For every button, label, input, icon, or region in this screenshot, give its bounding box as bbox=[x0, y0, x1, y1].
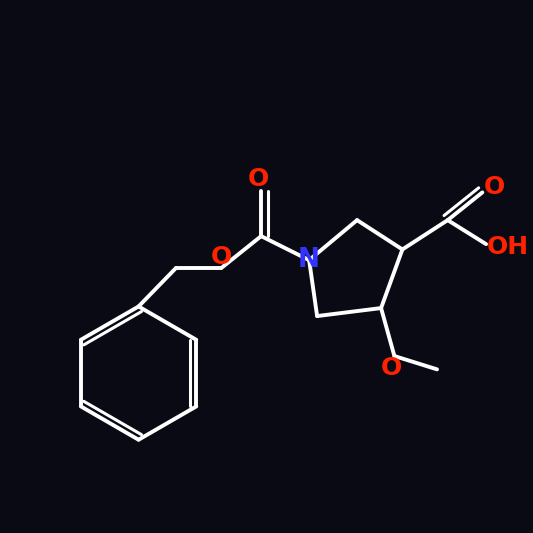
Text: O: O bbox=[483, 175, 505, 199]
Text: O: O bbox=[248, 167, 269, 191]
Text: O: O bbox=[211, 245, 232, 270]
Text: N: N bbox=[298, 247, 320, 273]
Text: O: O bbox=[381, 356, 402, 380]
Text: OH: OH bbox=[486, 235, 528, 259]
